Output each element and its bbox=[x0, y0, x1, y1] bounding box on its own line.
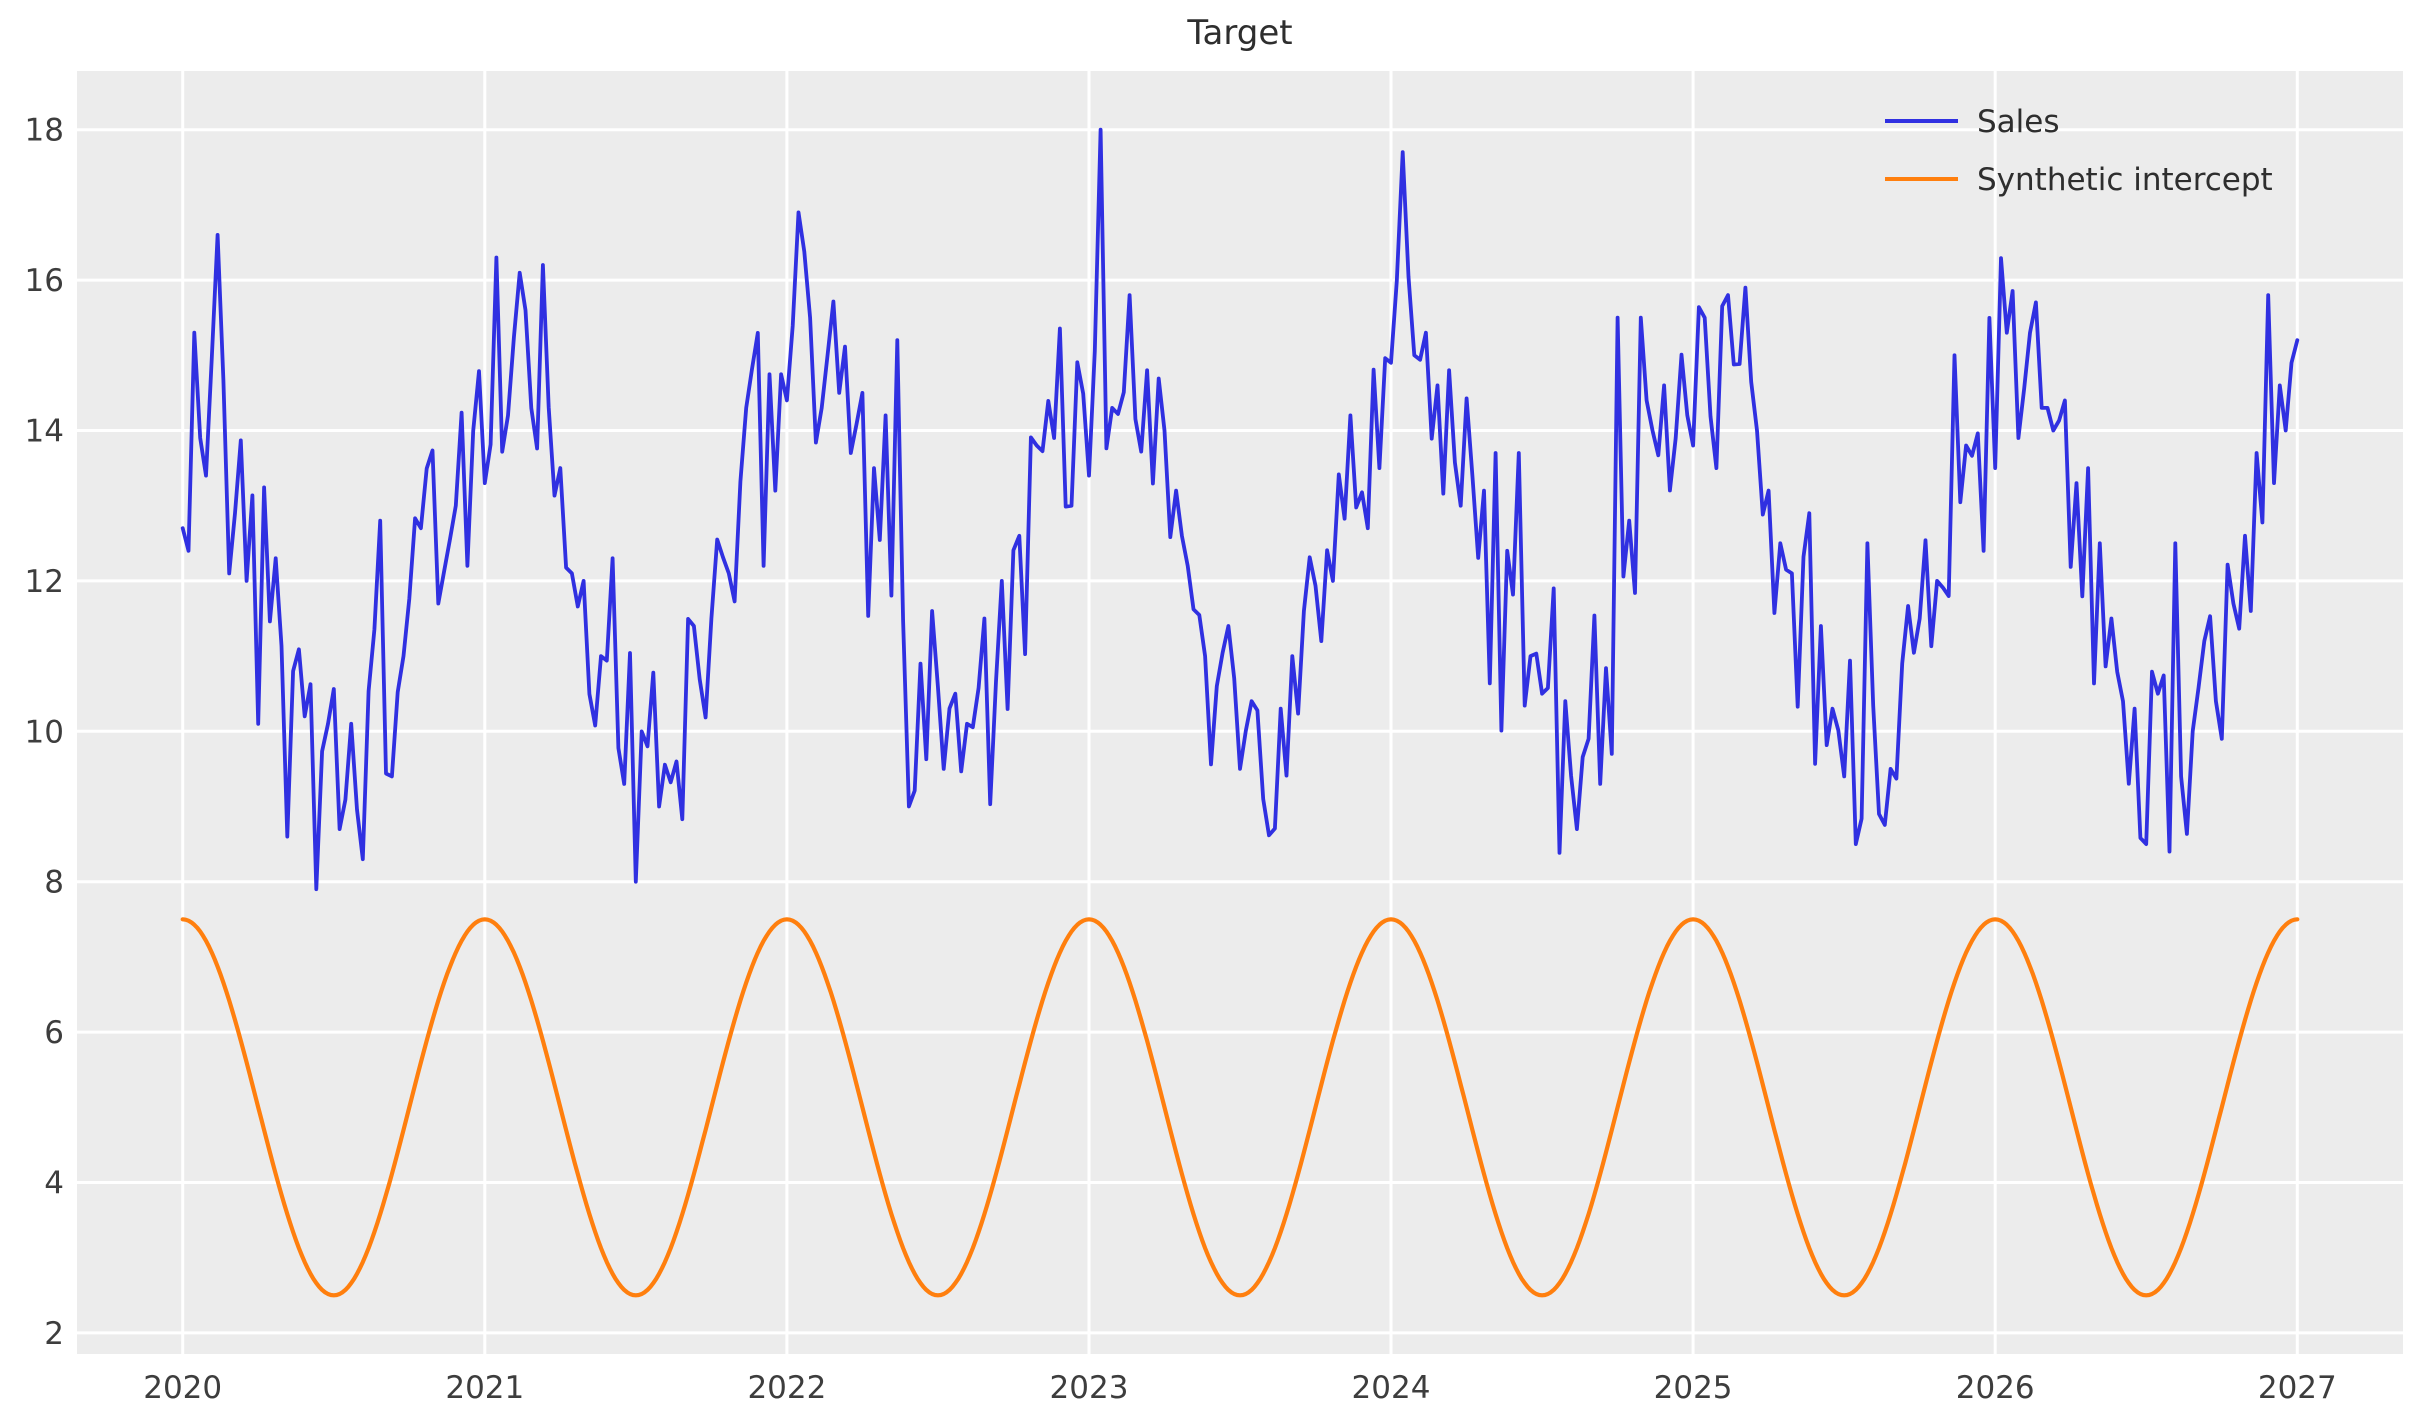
plot-background bbox=[77, 71, 2403, 1354]
legend: Sales Synthetic intercept bbox=[1885, 104, 2273, 198]
legend-synthetic-intercept-label: Synthetic intercept bbox=[1977, 162, 2273, 198]
x-tick-label: 2027 bbox=[2258, 1370, 2337, 1406]
y-tick-label: 18 bbox=[25, 113, 64, 149]
y-axis-tick-labels: 2 4 6 8 10 12 14 16 18 bbox=[25, 113, 64, 1352]
y-tick-label: 8 bbox=[44, 865, 64, 901]
x-axis-tick-labels: 2020 2021 2022 2023 2024 2025 2026 2027 bbox=[143, 1370, 2337, 1406]
x-tick-label: 2022 bbox=[747, 1370, 826, 1406]
x-tick-label: 2021 bbox=[445, 1370, 524, 1406]
y-tick-label: 14 bbox=[25, 414, 64, 450]
y-tick-label: 10 bbox=[25, 714, 64, 750]
synthetic-intercept-line-series bbox=[180, 917, 2300, 1298]
sales-line-series bbox=[180, 127, 2300, 892]
legend-sales-label: Sales bbox=[1977, 104, 2060, 140]
x-tick-label: 2024 bbox=[1352, 1370, 1431, 1406]
x-tick-label: 2020 bbox=[143, 1370, 222, 1406]
x-tick-label: 2026 bbox=[1956, 1370, 2035, 1406]
y-tick-label: 12 bbox=[25, 564, 64, 600]
y-tick-label: 6 bbox=[44, 1015, 64, 1051]
chart-title: Target bbox=[1186, 13, 1292, 53]
x-tick-label: 2025 bbox=[1654, 1370, 1733, 1406]
x-tick-label: 2023 bbox=[1050, 1370, 1129, 1406]
synthetic-intercept-line bbox=[180, 917, 2300, 1298]
gridlines bbox=[77, 71, 2403, 1354]
y-tick-label: 16 bbox=[25, 263, 64, 299]
sales-line bbox=[180, 127, 2300, 892]
y-tick-label: 4 bbox=[44, 1166, 64, 1202]
y-tick-label: 2 bbox=[44, 1316, 64, 1352]
